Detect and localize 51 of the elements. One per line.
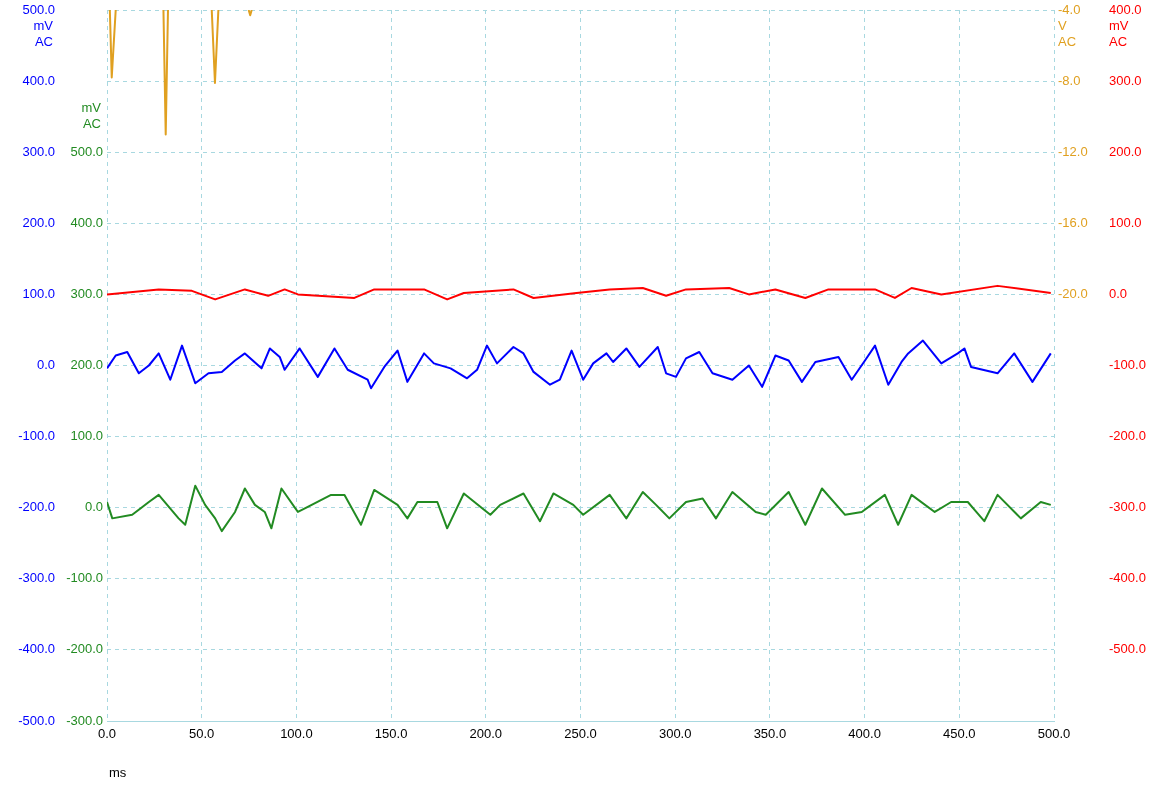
y3-tick-label: -8.0	[1058, 72, 1081, 88]
y2-tick-label: -300.0	[66, 712, 103, 728]
y-tick-label: 400.0	[1109, 1, 1142, 17]
y-tick-label: -500.0	[1109, 641, 1146, 657]
y-tick-label: -100.0	[1109, 357, 1146, 373]
y-axis-title: mV AC	[1109, 18, 1129, 50]
y3-axis-title: V AC	[1058, 18, 1077, 50]
x-tick-label: 150.0	[374, 726, 408, 742]
y2-tick-label: 500.0	[70, 143, 103, 159]
x-tick-label: 400.0	[848, 726, 881, 742]
x-tick-label: 200.0	[469, 726, 503, 742]
y-tick-label: 0.0	[1109, 285, 1128, 301]
y-tick-label: 0.0	[36, 357, 55, 373]
y3-tick-label: -12.0	[1058, 143, 1088, 159]
y3-tick-label: -4.0	[1058, 1, 1081, 17]
y-tick-label: -400.0	[1109, 570, 1146, 586]
y-tick-label: 100.0	[22, 285, 55, 301]
y2-tick-label: 200.0	[70, 357, 103, 373]
x-tick-label: 250.0	[564, 726, 597, 742]
y-tick-label: -500.0	[18, 712, 55, 728]
y3-tick-label: -16.0	[1058, 214, 1088, 230]
x-tick-label: 0.0	[97, 726, 117, 742]
y-tick-label: 200.0	[22, 214, 55, 230]
y-tick-label: -300.0	[18, 570, 55, 586]
y2-axis-title: mV AC	[81, 100, 102, 132]
y2-tick-label: 100.0	[70, 428, 103, 444]
x-tick-label: 450.0	[943, 726, 976, 742]
x-tick-label: 350.0	[753, 726, 787, 742]
y2-tick-label: 400.0	[70, 214, 103, 230]
y2-tick-label: -100.0	[66, 570, 103, 586]
y2-tick-label: -200.0	[66, 641, 103, 657]
x-tick-label: 50.0	[189, 726, 215, 742]
y-tick-label: 100.0	[1109, 214, 1142, 230]
y-tick-label: 500.0	[22, 1, 55, 17]
y-tick-label: -400.0	[18, 641, 55, 657]
y-tick-label: 400.0	[22, 72, 55, 88]
y-tick-label: -200.0	[18, 499, 55, 515]
y-tick-label: 200.0	[1109, 143, 1142, 159]
y-tick-label: 300.0	[1109, 72, 1142, 88]
y-tick-label: -300.0	[1109, 499, 1146, 515]
y2-tick-label: 300.0	[70, 285, 103, 301]
y-axis-title: mV AC	[33, 18, 54, 50]
y-tick-label: -100.0	[18, 428, 55, 444]
y-tick-label: 300.0	[22, 143, 55, 159]
x-axis-title: ms	[109, 765, 127, 781]
x-tick-label: 300.0	[658, 726, 692, 742]
y3-tick-label: -20.0	[1058, 285, 1088, 301]
y-tick-label: -200.0	[1109, 428, 1146, 444]
x-tick-label: 500.0	[1037, 726, 1071, 742]
x-tick-label: 100.0	[280, 726, 313, 742]
y2-tick-label: 0.0	[84, 499, 103, 515]
